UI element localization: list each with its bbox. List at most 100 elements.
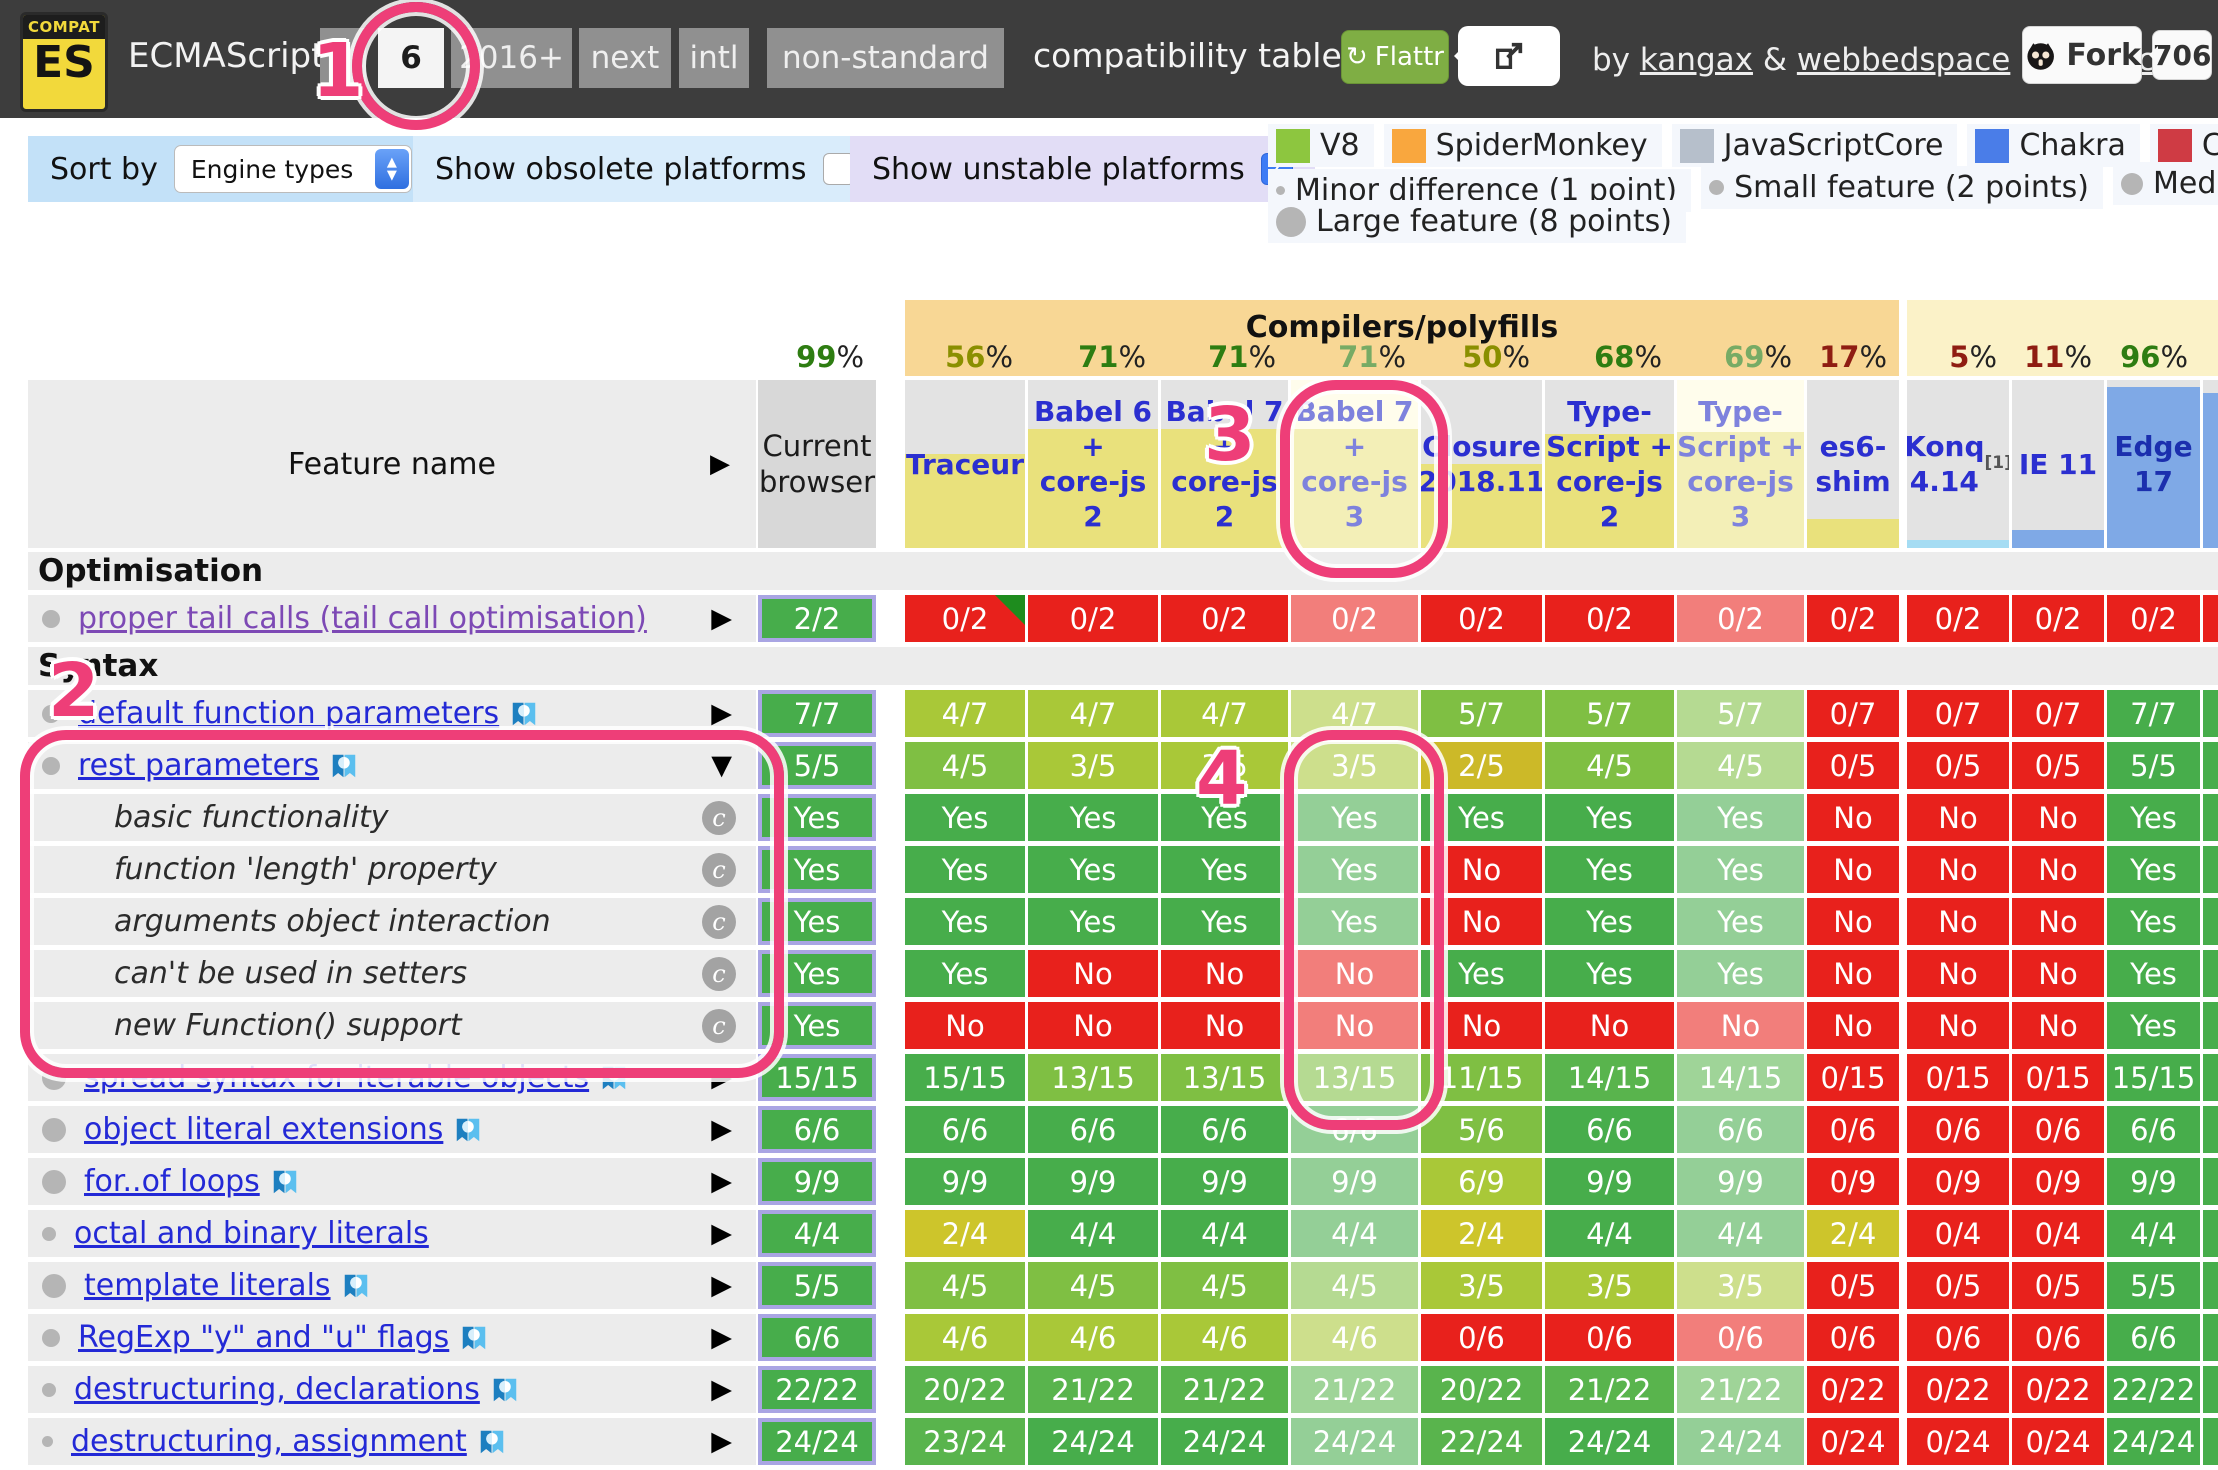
result-cell[interactable]: Yes xyxy=(2107,950,2200,997)
author-link-webbedspace[interactable]: webbedspace xyxy=(1796,42,2011,78)
result-cell[interactable]: 6/6 xyxy=(2107,1106,2200,1153)
result-cell[interactable]: 0/22 xyxy=(1907,1366,2009,1413)
result-cell[interactable]: 24/24 xyxy=(1545,1418,1674,1465)
result-cell[interactable]: No xyxy=(1161,1002,1288,1049)
docs-icon[interactable] xyxy=(449,1323,489,1353)
github-fork-button[interactable]: Fork xyxy=(2022,26,2142,84)
docs-icon[interactable] xyxy=(331,1271,371,1301)
result-cell[interactable]: 5/5 xyxy=(2107,742,2200,789)
result-cell[interactable]: 4/4 xyxy=(1161,1210,1288,1257)
result-cell[interactable]: 6/6 xyxy=(905,1106,1025,1153)
result-cell[interactable]: 5/5 xyxy=(758,1262,876,1309)
flattr-button[interactable]: ↻ Flattr xyxy=(1341,30,1449,84)
result-cell[interactable]: 4/4 xyxy=(1291,1210,1418,1257)
result-cell[interactable]: Yes xyxy=(905,898,1025,945)
result-cell[interactable]: 7/7 xyxy=(758,690,876,737)
result-cell[interactable]: 13/15 xyxy=(1291,1054,1418,1101)
result-cell[interactable]: 0/22 xyxy=(1807,1366,1899,1413)
feature-link-default-function-parameters[interactable]: default function parameters xyxy=(78,696,500,731)
expand-arrow-icon[interactable]: ▶ xyxy=(711,1114,732,1145)
result-cell[interactable]: Yes xyxy=(758,950,876,997)
collapse-arrow-icon[interactable]: ▼ xyxy=(711,750,732,781)
result-cell[interactable]: No xyxy=(1028,950,1158,997)
result-cell[interactable]: 6/6 xyxy=(1291,1106,1418,1153)
result-cell[interactable]: 3/5 xyxy=(1291,742,1418,789)
result-cell[interactable]: 0/5 xyxy=(2012,742,2104,789)
result-cell[interactable]: 0/24 xyxy=(1907,1418,2009,1465)
result-cell[interactable]: 0/15 xyxy=(1907,1054,2009,1101)
result-cell[interactable]: 15/15 xyxy=(758,1054,876,1101)
result-cell[interactable]: Yes xyxy=(1545,898,1674,945)
result-cell[interactable]: 0/4 xyxy=(2012,1210,2104,1257)
result-cell[interactable]: 0/6 xyxy=(1807,1106,1899,1153)
result-cell[interactable]: 9/9 xyxy=(2107,1158,2200,1205)
result-cell[interactable]: 22/24 xyxy=(1421,1418,1542,1465)
result-cell[interactable]: Yes xyxy=(1545,794,1674,841)
result-cell[interactable]: No xyxy=(1545,1002,1674,1049)
result-cell[interactable]: 15/15 xyxy=(905,1054,1025,1101)
result-cell[interactable]: No xyxy=(2012,898,2104,945)
result-cell[interactable]: 0/2 xyxy=(2012,595,2104,642)
result-cell[interactable]: 23/24 xyxy=(905,1418,1025,1465)
docs-icon[interactable] xyxy=(260,1167,300,1197)
column-header-type-script-+-core-js-3[interactable]: Type- Script + core-js 3 xyxy=(1677,380,1804,548)
result-cell[interactable]: 9/9 xyxy=(1545,1158,1674,1205)
result-cell[interactable]: 0/2 xyxy=(905,595,1025,642)
result-cell[interactable]: 9/9 xyxy=(1677,1158,1804,1205)
result-cell[interactable]: Yes xyxy=(1677,846,1804,893)
docs-icon[interactable] xyxy=(319,751,359,781)
result-cell[interactable]: Yes xyxy=(758,846,876,893)
result-cell[interactable]: 4/5 xyxy=(1161,1262,1288,1309)
result-cell[interactable]: No xyxy=(1028,1002,1158,1049)
result-cell[interactable]: 4/7 xyxy=(1291,690,1418,737)
result-cell[interactable]: 0/15 xyxy=(2012,1054,2104,1101)
expand-arrow-icon[interactable]: ▶ xyxy=(710,449,730,479)
result-cell[interactable]: 0/6 xyxy=(1677,1314,1804,1361)
result-cell[interactable]: No xyxy=(1291,950,1418,997)
result-cell[interactable]: No xyxy=(1807,1002,1899,1049)
result-cell[interactable]: 24/24 xyxy=(758,1418,876,1465)
column-header-current-browser[interactable]: Current browser xyxy=(758,380,876,548)
result-cell[interactable]: 6/6 xyxy=(1028,1106,1158,1153)
result-cell[interactable]: 21/22 xyxy=(1677,1366,1804,1413)
result-cell[interactable]: 3/5 xyxy=(1028,742,1158,789)
result-cell[interactable]: 11/15 xyxy=(1421,1054,1542,1101)
feature-link-destructuring-declarations[interactable]: destructuring, declarations xyxy=(74,1372,480,1407)
result-cell[interactable]: 0/24 xyxy=(2012,1418,2104,1465)
result-cell[interactable]: 0/6 xyxy=(1421,1314,1542,1361)
result-cell[interactable]: 0/6 xyxy=(1545,1314,1674,1361)
docs-icon[interactable] xyxy=(499,699,539,729)
fork-count-badge[interactable]: 706 xyxy=(2148,30,2213,80)
result-cell[interactable]: 9/9 xyxy=(1291,1158,1418,1205)
result-cell[interactable]: 4/6 xyxy=(1291,1314,1418,1361)
result-cell[interactable]: 0/7 xyxy=(2012,690,2104,737)
result-cell[interactable]: 4/5 xyxy=(905,742,1025,789)
result-cell[interactable]: 0/2 xyxy=(1291,595,1418,642)
result-cell[interactable]: No xyxy=(2012,950,2104,997)
feature-link-regexp-y-and-u-flags[interactable]: RegExp "y" and "u" flags xyxy=(78,1320,450,1355)
result-cell[interactable]: Yes xyxy=(1677,794,1804,841)
result-cell[interactable]: 9/9 xyxy=(1161,1158,1288,1205)
external-link-button[interactable] xyxy=(1454,26,1560,86)
column-header-babel-7-+-core-js-2[interactable]: Babel 7 + core-js 2 xyxy=(1161,380,1288,548)
result-cell[interactable]: Yes xyxy=(2107,794,2200,841)
result-cell[interactable]: 0/5 xyxy=(1907,1262,2009,1309)
result-cell[interactable]: No xyxy=(1421,1002,1542,1049)
result-cell[interactable]: 0/2 xyxy=(1907,595,2009,642)
result-cell[interactable]: 4/7 xyxy=(1028,690,1158,737)
result-cell[interactable]: 4/5 xyxy=(905,1262,1025,1309)
result-cell[interactable]: 14/15 xyxy=(1545,1054,1674,1101)
result-cell[interactable]: 0/9 xyxy=(1807,1158,1899,1205)
result-cell[interactable]: 4/5 xyxy=(1677,742,1804,789)
result-cell[interactable]: 6/6 xyxy=(1161,1106,1288,1153)
result-cell[interactable]: No xyxy=(1907,950,2009,997)
result-cell[interactable]: 4/7 xyxy=(1161,690,1288,737)
result-cell[interactable]: Yes xyxy=(905,950,1025,997)
result-cell[interactable]: 5/6 xyxy=(1421,1106,1542,1153)
result-cell[interactable]: 0/2 xyxy=(1421,595,1542,642)
result-cell[interactable]: 4/6 xyxy=(1161,1314,1288,1361)
result-cell[interactable]: 13/15 xyxy=(1161,1054,1288,1101)
result-cell[interactable]: 4/5 xyxy=(1545,742,1674,789)
result-cell[interactable]: Yes xyxy=(1545,950,1674,997)
result-cell[interactable]: 6/6 xyxy=(758,1106,876,1153)
